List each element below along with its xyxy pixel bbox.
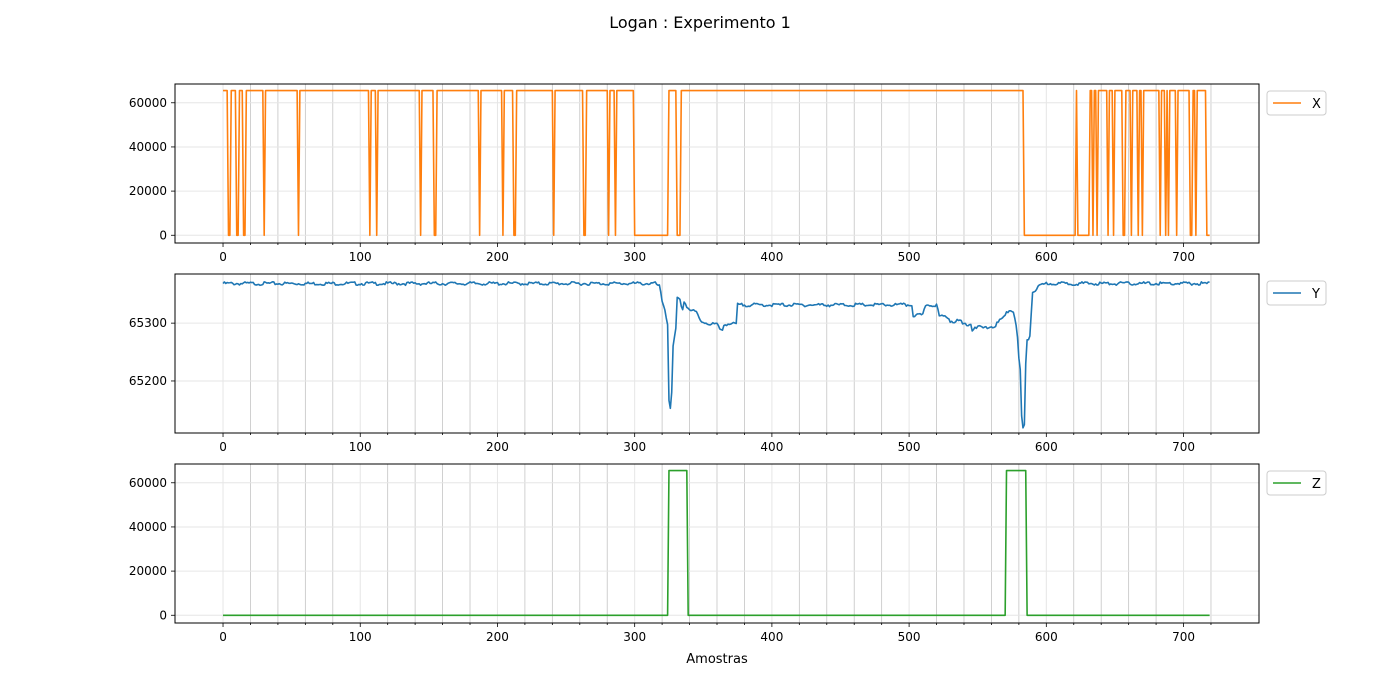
x-tick-label: 200	[486, 440, 509, 454]
y-tick-label: 65200	[129, 374, 167, 388]
x-tick-label: 400	[760, 630, 783, 644]
y-tick-label: 40000	[129, 140, 167, 154]
figure-title: Logan : Experimento 1	[609, 13, 791, 32]
grid	[175, 274, 1259, 433]
x-tick-label: 100	[349, 630, 372, 644]
y-tick-label: 40000	[129, 520, 167, 534]
x-tick-label: 0	[219, 250, 227, 264]
x-tick-label: 600	[1035, 630, 1058, 644]
x-tick-label: 100	[349, 250, 372, 264]
legend-label-X: X	[1312, 97, 1321, 112]
subplot-1: 0 100 200 300 400 500 600 700 0 20000 40000 60000 X	[129, 83, 1327, 264]
x-tick-label: 500	[898, 630, 921, 644]
series-line-Y	[222, 281, 1210, 429]
x-tick-label: 600	[1035, 440, 1058, 454]
y-tick-label: 20000	[129, 184, 167, 198]
y-tick-label: 60000	[129, 96, 167, 110]
x-tick-label: 200	[486, 630, 509, 644]
x-tick-label: 100	[349, 440, 372, 454]
x-tick-label: 500	[898, 250, 921, 264]
subplot-2: 0 100 200 300 400 500 600 700 65200 65300 Y	[129, 273, 1327, 454]
x-tick-label: 400	[760, 440, 783, 454]
x-tick-label: 700	[1172, 440, 1195, 454]
y-axis: 0 20000 40000 60000	[129, 96, 175, 242]
x-tick-label: 300	[623, 440, 646, 454]
legend: Y	[1266, 280, 1327, 306]
y-axis: 65200 65300	[129, 316, 175, 388]
legend: X	[1266, 90, 1327, 116]
legend-label-Z: Z	[1312, 477, 1321, 492]
x-tick-label: 200	[486, 250, 509, 264]
y-tick-label: 20000	[129, 564, 167, 578]
series-line-Z	[223, 469, 1210, 617]
x-axis: 0 100 200 300 400 500 600 700	[219, 623, 1212, 644]
x-axis: 0 100 200 300 400 500 600 700	[219, 243, 1212, 264]
x-tick-label: 0	[219, 630, 227, 644]
x-tick-label: 300	[623, 630, 646, 644]
x-tick-label: 0	[219, 440, 227, 454]
x-axis-label: Amostras	[686, 652, 748, 667]
series-line-X	[223, 89, 1210, 237]
x-tick-label: 700	[1172, 630, 1195, 644]
x-axis: 0 100 200 300 400 500 600 700	[219, 433, 1212, 454]
grid	[175, 464, 1259, 623]
x-tick-label: 500	[898, 440, 921, 454]
y-tick-label: 60000	[129, 476, 167, 490]
x-tick-label: 600	[1035, 250, 1058, 264]
y-tick-label: 0	[159, 228, 167, 242]
x-tick-label: 300	[623, 250, 646, 264]
subplot-3: 0 100 200 300 400 500 600 700 0 20000 40000 60000 Am…	[129, 463, 1327, 667]
legend-label-Y: Y	[1311, 287, 1320, 302]
y-tick-label: 65300	[129, 316, 167, 330]
x-tick-label: 700	[1172, 250, 1195, 264]
legend: Z	[1266, 470, 1327, 496]
x-tick-label: 400	[760, 250, 783, 264]
y-axis: 0 20000 40000 60000	[129, 476, 175, 622]
y-tick-label: 0	[159, 608, 167, 622]
